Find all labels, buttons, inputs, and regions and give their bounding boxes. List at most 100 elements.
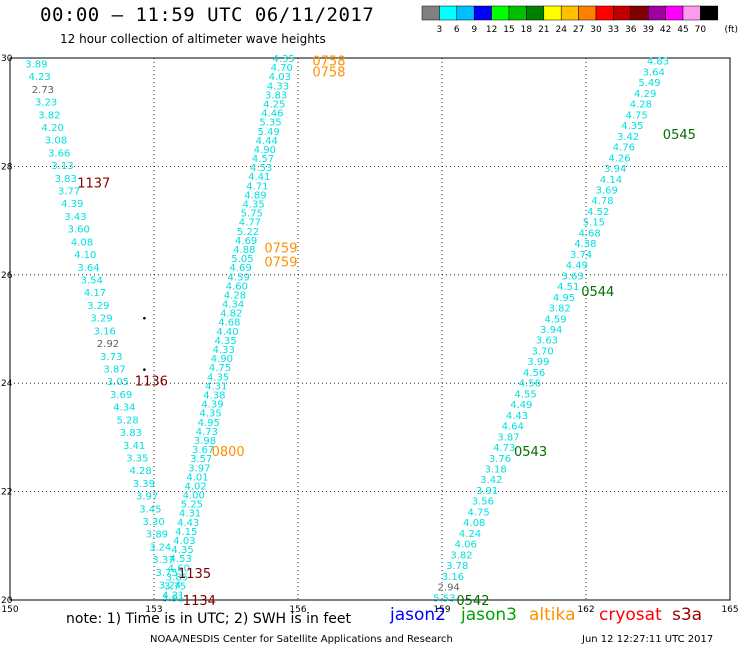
wave-height-value: 3.94	[540, 325, 562, 336]
wave-height-value: 3.24	[159, 581, 181, 592]
legend-jason3: jason3	[461, 605, 517, 625]
wave-height-value: 4.29	[634, 89, 656, 100]
wave-height-value: 4.33	[267, 81, 289, 92]
wave-height-value: 4.43	[177, 518, 199, 529]
wave-height-value: 4.82	[220, 309, 242, 320]
wave-height-value: 3.97	[188, 463, 210, 474]
wave-height-value: 3.73	[100, 352, 122, 363]
colorbar-tick-label: 39	[642, 25, 654, 35]
wave-height-value: 4.35	[207, 372, 229, 383]
wave-height-value: 3.75	[164, 581, 186, 592]
wave-height-value: 4.39	[61, 199, 83, 210]
lon-tick-label: 165	[721, 605, 738, 615]
wave-height-value: 3.76	[489, 454, 511, 465]
wave-height-value: 3.39	[133, 479, 155, 490]
wave-height-value: 3.78	[446, 561, 468, 572]
wave-height-value: 4.68	[218, 318, 240, 329]
colorbar-tick-label: 42	[660, 25, 671, 35]
wave-height-value: 3.42	[480, 475, 502, 486]
wave-height-value: 4.43	[506, 411, 528, 422]
wave-height-value: 4.26	[608, 153, 630, 164]
page-subtitle: 12 hour collection of altimeter wave hei…	[60, 32, 326, 46]
wave-height-value: 3.69	[596, 185, 618, 196]
wave-height-value: 3.37	[152, 555, 174, 566]
wave-height-value: 3.94	[604, 164, 626, 175]
wave-height-value: 4.24	[459, 529, 481, 540]
wave-height-value: 4.28	[630, 100, 652, 111]
wave-height-value: 3.60	[68, 225, 90, 236]
wave-height-value: 4.35	[214, 336, 236, 347]
wave-height-value: 3.45	[139, 504, 161, 515]
wave-height-value: 5.53	[433, 593, 455, 604]
wave-height-value: 4.77	[239, 218, 261, 229]
wave-height-value: 4.76	[613, 143, 635, 154]
wave-height-value: 4.34	[222, 300, 244, 311]
wave-height-map: 150 153 156 159 162 165 20 22 24 26 28 30 3.89 4.23 2.…	[1, 54, 739, 615]
colorbar-tick-label: 70	[695, 25, 707, 35]
pass-time-label: 0759	[264, 255, 297, 270]
wave-height-value: 3.89	[146, 530, 168, 541]
wave-height-value: 4.59	[228, 272, 250, 283]
wave-height-value: 4.57	[252, 154, 274, 165]
wave-height-value: 3.29	[90, 314, 112, 325]
wave-height-value: 4.71	[246, 181, 268, 192]
wave-height-value: 4.08	[463, 518, 485, 529]
colorbar-tick-label: 36	[625, 25, 637, 35]
wave-height-value: 4.73	[493, 443, 515, 454]
wave-height-value: 3.18	[485, 465, 507, 476]
wave-height-value: 4.95	[198, 418, 220, 429]
wave-height-value: 4.31	[179, 509, 201, 520]
wave-height-value: 4.28	[224, 290, 246, 301]
map-frame	[9, 57, 731, 601]
wave-height-value: 4.56	[523, 368, 545, 379]
wave-height-value: 3.99	[527, 357, 549, 368]
wave-height-value: 4.44	[256, 136, 278, 147]
wave-height-value: 3.75	[156, 568, 178, 579]
wave-height-value: 4.34	[113, 403, 135, 414]
wave-height-value: 4.60	[226, 281, 248, 292]
wave-height-value: 3.35	[126, 453, 148, 464]
lat-tick-label: 26	[1, 271, 13, 281]
pass-time-label: 1135	[178, 567, 211, 582]
wave-height-value: 3.54	[81, 276, 103, 287]
wave-height-value: 5.05	[231, 254, 253, 265]
wave-height-value: 4.59	[544, 314, 566, 325]
wave-height-value: 3.70	[532, 346, 554, 357]
wave-height-value: 3.91	[476, 486, 498, 497]
wave-height-value: 3.91	[162, 593, 184, 604]
page-title: 00:00 – 11:59 UTC 06/11/2017	[40, 4, 375, 26]
wave-height-value: 4.75	[209, 363, 231, 374]
colorbar-tick-label: 12	[486, 25, 497, 35]
wave-height-value: 4.39	[201, 400, 223, 411]
wave-height-value: 3.05	[107, 377, 129, 388]
wave-height-value: 4.90	[211, 354, 233, 365]
wave-height-value: 4.75	[467, 507, 489, 518]
wave-height-value: 2.73	[32, 85, 54, 96]
wave-height-value: 4.31	[205, 381, 227, 392]
colorbar-tick-label: 21	[538, 25, 549, 35]
lat-tick-label: 22	[1, 488, 12, 498]
wave-height-value: 3.16	[442, 572, 464, 583]
wave-height-value: 3.41	[123, 441, 145, 452]
lat-tick-label: 28	[1, 162, 13, 172]
wave-height-value: 3.42	[617, 132, 639, 143]
colorbar-tick-label: 6	[454, 25, 460, 35]
lon-tick-label: 159	[433, 605, 450, 615]
wave-height-value: 3.16	[94, 326, 116, 337]
wave-height-value: 4.17	[84, 288, 106, 299]
wave-height-value: 3.82	[450, 550, 472, 561]
wave-height-value: 3.30	[143, 517, 165, 528]
colorbar-tick-label: 33	[608, 25, 619, 35]
wave-height-value: 4.33	[213, 345, 235, 356]
wave-height-value: 3.77	[58, 187, 80, 198]
wave-height-value: 4.51	[557, 282, 579, 293]
wave-height-value: 4.55	[514, 389, 536, 400]
color-scale-legend: 3 6 9 12 15 18 21 24 27 30 33 36 39 42 45 70 (ft)	[421, 5, 738, 35]
wave-height-value: 4.00	[183, 491, 205, 502]
wave-height-value: 2.92	[97, 339, 119, 350]
wave-height-value: 3.63	[536, 336, 558, 347]
wave-height-value: 4.06	[455, 540, 477, 551]
wave-height-value: 5.22	[237, 227, 259, 238]
wave-height-value: 4.60	[168, 563, 190, 574]
wave-height-value: 3.23	[35, 98, 57, 109]
